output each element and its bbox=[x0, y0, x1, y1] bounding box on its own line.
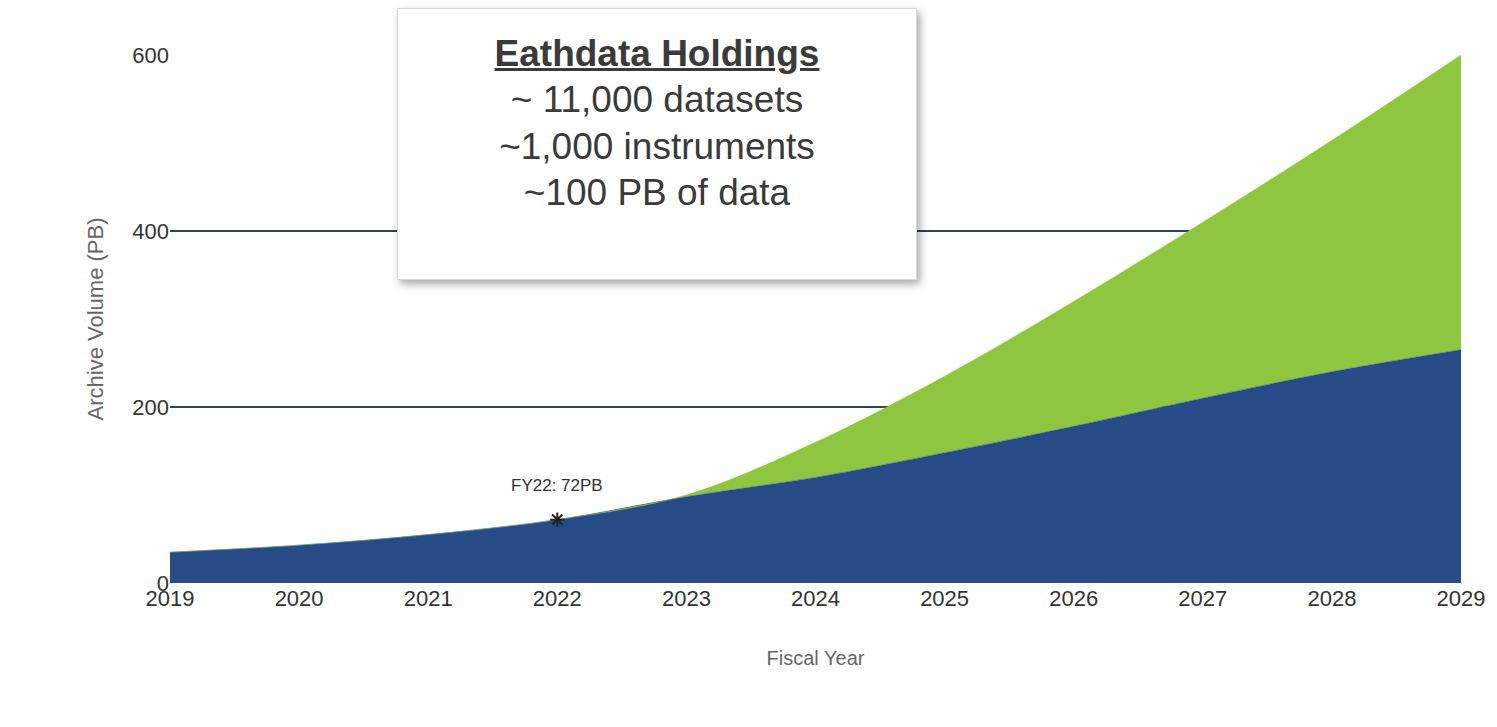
svg-text:Fiscal Year: Fiscal Year bbox=[767, 647, 865, 669]
svg-text:2023: 2023 bbox=[662, 586, 711, 611]
svg-text:2021: 2021 bbox=[404, 586, 453, 611]
html-text:Eathdata Holdings: Eathdata Holdings bbox=[494, 33, 820, 74]
svg-text:0: 0 bbox=[157, 571, 169, 596]
svg-text:400: 400 bbox=[132, 219, 169, 244]
html-text:~100 PB of data: ~100 PB of data bbox=[523, 171, 791, 213]
svg-text:2028: 2028 bbox=[1307, 586, 1356, 611]
html-text:~ 11,000 datasets: ~ 11,000 datasets bbox=[510, 79, 804, 121]
html-text:~1,000 instruments: ~1,000 instruments bbox=[499, 125, 815, 167]
svg-text:2026: 2026 bbox=[1049, 586, 1098, 611]
svg-text:2025: 2025 bbox=[920, 586, 969, 611]
svg-text:2020: 2020 bbox=[275, 586, 324, 611]
svg-text:200: 200 bbox=[132, 395, 169, 420]
svg-text:2019: 2019 bbox=[146, 586, 195, 611]
svg-text:2024: 2024 bbox=[791, 586, 840, 611]
svg-text:600: 600 bbox=[132, 43, 169, 68]
svg-text:2022: 2022 bbox=[533, 586, 582, 611]
svg-text:Archive Volume (PB): Archive Volume (PB) bbox=[83, 218, 108, 421]
svg-text:2027: 2027 bbox=[1178, 586, 1227, 611]
svg-text:2029: 2029 bbox=[1437, 586, 1486, 611]
svg-text:FY22: 72PB: FY22: 72PB bbox=[511, 476, 603, 495]
